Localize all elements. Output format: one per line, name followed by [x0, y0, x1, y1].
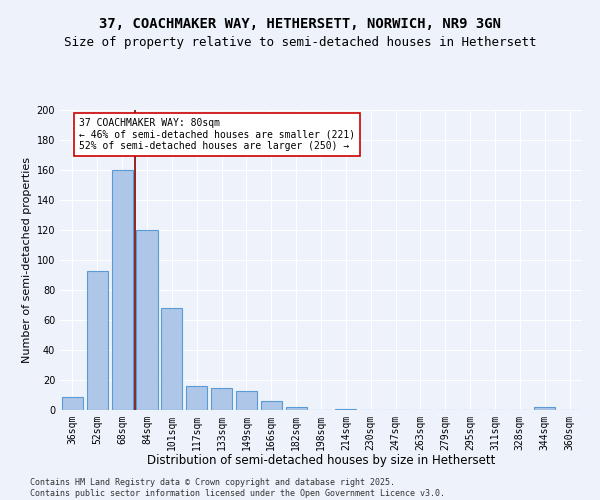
Bar	[261, 401, 282, 410]
Bar	[286, 407, 307, 410]
Bar	[211, 388, 232, 410]
Bar	[62, 396, 83, 410]
Bar	[136, 230, 158, 410]
Bar	[236, 390, 257, 410]
Text: 37, COACHMAKER WAY, HETHERSETT, NORWICH, NR9 3GN: 37, COACHMAKER WAY, HETHERSETT, NORWICH,…	[99, 18, 501, 32]
Bar	[534, 407, 555, 410]
Bar	[112, 170, 133, 410]
Text: Contains HM Land Registry data © Crown copyright and database right 2025.
Contai: Contains HM Land Registry data © Crown c…	[30, 478, 445, 498]
X-axis label: Distribution of semi-detached houses by size in Hethersett: Distribution of semi-detached houses by …	[147, 454, 495, 468]
Text: 37 COACHMAKER WAY: 80sqm
← 46% of semi-detached houses are smaller (221)
52% of : 37 COACHMAKER WAY: 80sqm ← 46% of semi-d…	[79, 118, 355, 150]
Bar	[87, 270, 108, 410]
Y-axis label: Number of semi-detached properties: Number of semi-detached properties	[22, 157, 32, 363]
Bar	[161, 308, 182, 410]
Bar	[186, 386, 207, 410]
Bar	[335, 408, 356, 410]
Text: Size of property relative to semi-detached houses in Hethersett: Size of property relative to semi-detach…	[64, 36, 536, 49]
